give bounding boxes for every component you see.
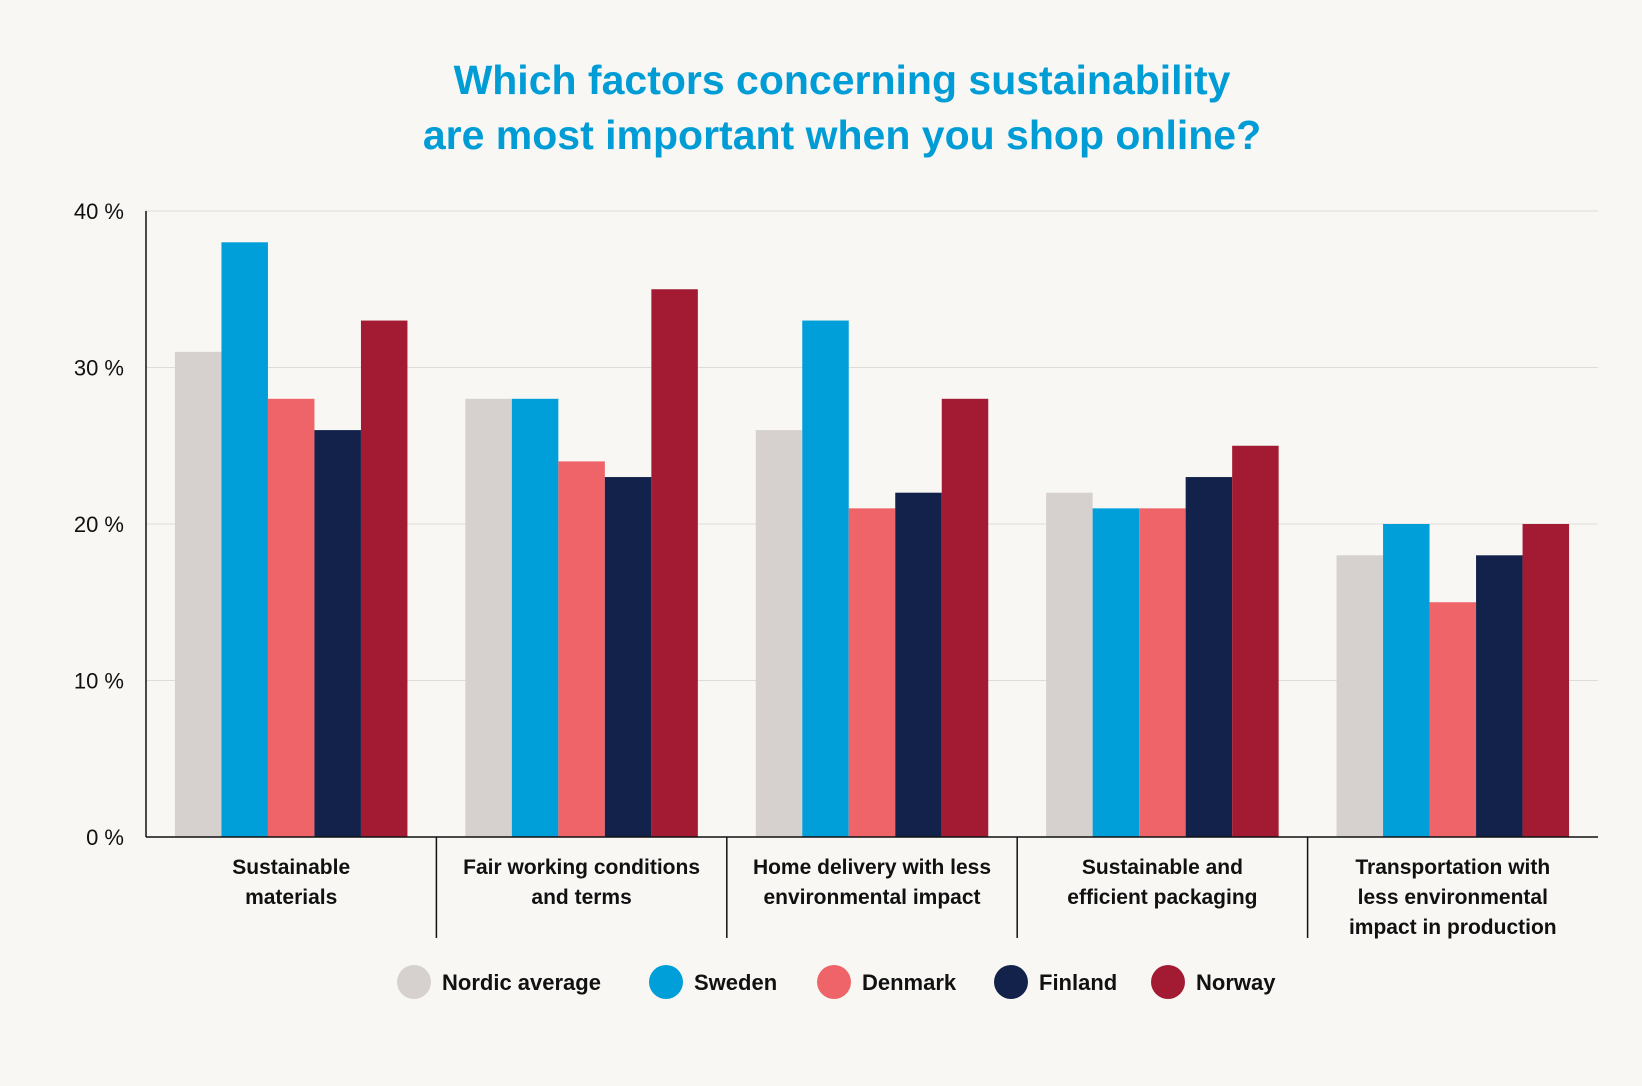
bar-denmark-4 xyxy=(1429,602,1477,837)
x-category-label: Fair working conditions xyxy=(463,856,700,879)
legend-swatch-denmark xyxy=(817,965,851,999)
bar-finland-2 xyxy=(895,492,942,837)
legend-swatch-nordic-average xyxy=(397,965,431,999)
x-category-label: Sustainable and xyxy=(1082,856,1243,879)
x-category-label: materials xyxy=(245,886,337,909)
y-axis-ticks: 0 % 10 % 20 % 30 % 40 % xyxy=(74,199,124,850)
bar-denmark-2 xyxy=(848,508,896,837)
bar-sweden-0 xyxy=(221,242,268,838)
bar-finland-4 xyxy=(1476,555,1523,837)
legend-swatch-sweden xyxy=(649,965,683,999)
legend-swatch-norway xyxy=(1151,965,1185,999)
legend: Nordic average Sweden Denmark Finland Norway xyxy=(397,965,1276,999)
bar-nordic-average-0 xyxy=(174,351,222,837)
bar-sweden-2 xyxy=(802,320,849,837)
legend-label: Finland xyxy=(1039,970,1117,995)
bar-finland-3 xyxy=(1185,477,1233,837)
bar-norway-1 xyxy=(651,289,698,837)
bar-finland-1 xyxy=(604,477,652,837)
legend-label: Sweden xyxy=(694,970,777,995)
bar-finland-0 xyxy=(314,430,361,837)
x-category-label: environmental impact xyxy=(763,886,980,909)
chart-title-line-1: Which factors concerning sustainability xyxy=(454,57,1231,103)
bar-nordic-average-1 xyxy=(465,398,512,837)
y-tick-label: 20 % xyxy=(74,512,124,537)
y-tick-label: 40 % xyxy=(74,199,124,224)
legend-swatch-finland xyxy=(994,965,1028,999)
x-category-label: less environmental xyxy=(1358,886,1548,909)
x-category-label: impact in production xyxy=(1349,916,1557,939)
bar-nordic-average-2 xyxy=(755,430,803,837)
y-tick-label: 30 % xyxy=(74,356,124,381)
legend-label: Nordic average xyxy=(442,970,601,995)
legend-label: Norway xyxy=(1196,970,1276,995)
bar-norway-0 xyxy=(360,320,408,837)
legend-label: Denmark xyxy=(862,970,957,995)
bar-denmark-1 xyxy=(558,461,605,837)
bar-sweden-3 xyxy=(1092,508,1140,837)
bar-norway-3 xyxy=(1232,445,1279,837)
x-category-label: and terms xyxy=(531,886,631,909)
bar-nordic-average-3 xyxy=(1046,492,1093,837)
y-tick-label: 0 % xyxy=(86,825,124,850)
chart-title-line-2: are most important when you shop online? xyxy=(423,112,1261,158)
x-axis-categories: Sustainable materials Fair working conditi… xyxy=(232,856,1556,939)
bar-nordic-average-4 xyxy=(1336,555,1384,837)
bar-sweden-1 xyxy=(511,398,559,837)
bar-norway-2 xyxy=(941,398,989,837)
bar-sweden-4 xyxy=(1383,524,1430,837)
bars xyxy=(174,242,1570,838)
x-category-label: Home delivery with less xyxy=(753,856,991,879)
x-category-label: Transportation with xyxy=(1355,856,1550,879)
x-category-label: Sustainable xyxy=(232,856,350,879)
bar-denmark-0 xyxy=(267,398,315,837)
bar-norway-4 xyxy=(1522,524,1570,837)
bar-denmark-3 xyxy=(1139,508,1186,837)
x-category-label: efficient packaging xyxy=(1067,886,1257,909)
axes xyxy=(145,211,1598,938)
y-tick-label: 10 % xyxy=(74,669,124,694)
